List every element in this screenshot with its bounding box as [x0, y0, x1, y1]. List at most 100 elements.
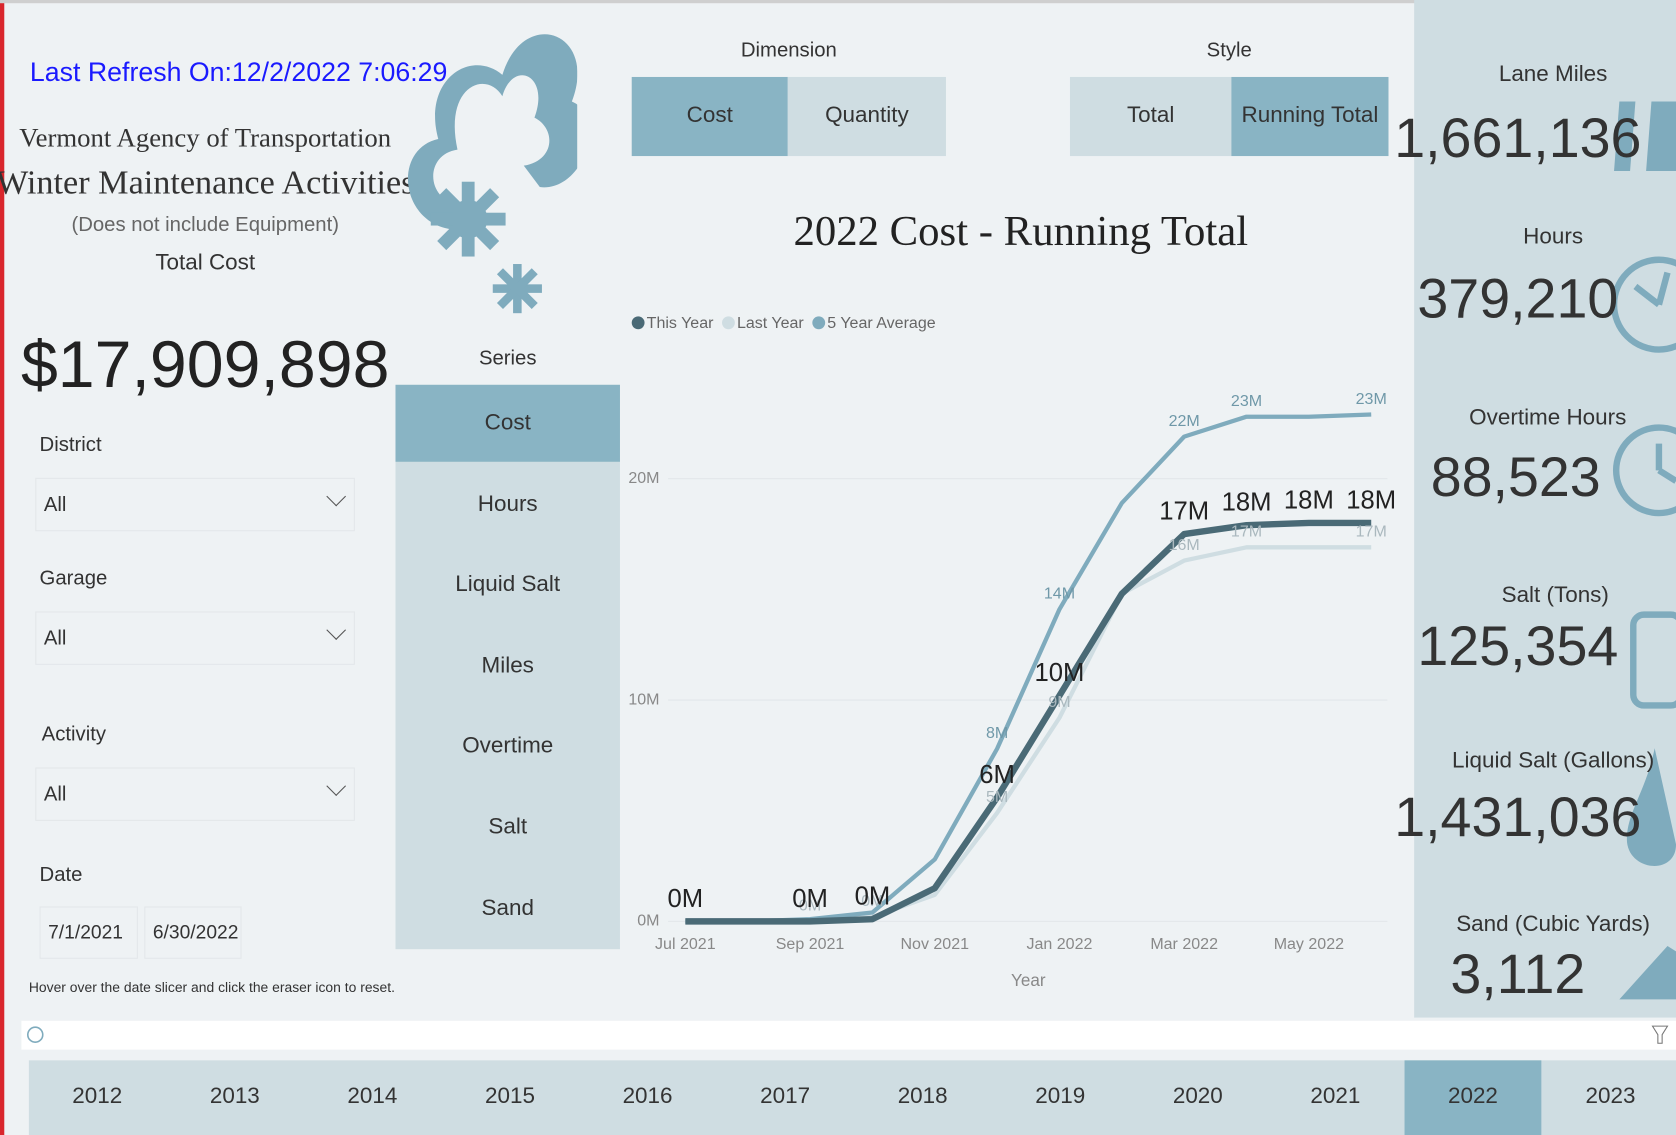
- dropdown[interactable]: All: [35, 477, 355, 532]
- year-option-text: 2019: [1035, 1083, 1086, 1109]
- date-label: Date: [39, 863, 83, 887]
- date-end-text: 6/30/2022: [152, 921, 239, 943]
- data-label: 17M: [1159, 497, 1209, 525]
- dimension-option[interactable]: Cost: [631, 76, 788, 157]
- x-tick-label: Mar 2022: [1150, 935, 1218, 953]
- style-option[interactable]: Running Total: [1231, 76, 1389, 157]
- style-option-text: Running Total: [1241, 102, 1379, 128]
- series-option-text: Salt: [488, 814, 528, 840]
- year-option-text: 2018: [897, 1083, 948, 1109]
- date-end[interactable]: 6/30/2022: [144, 906, 242, 959]
- year-option[interactable]: 2018: [854, 1060, 991, 1135]
- data-label: 22M: [1169, 412, 1200, 430]
- metric-label: Total Cost: [155, 250, 256, 275]
- year-option[interactable]: 2022: [1404, 1060, 1542, 1135]
- series-label: Series: [478, 347, 537, 370]
- year-option-text: 2013: [209, 1083, 260, 1109]
- year-option-text: 2014: [347, 1083, 398, 1109]
- kpi-value: 379,210: [1417, 268, 1619, 331]
- x-tick-label: May 2022: [1274, 935, 1344, 953]
- series-option[interactable]: Hours: [395, 466, 619, 543]
- x-tick-label: Nov 2021: [900, 935, 969, 953]
- series-option[interactable]: Liquid Salt: [395, 546, 619, 623]
- report-title: Winter Maintenance Activities: [0, 162, 415, 201]
- style-label: Style: [1206, 39, 1252, 62]
- top-edge: [0, 0, 1676, 4]
- weather-icon: [407, 34, 578, 314]
- data-label: 14M: [1044, 585, 1075, 603]
- dropdown-arrow: [326, 776, 346, 797]
- series-line: [685, 545, 1372, 924]
- data-label: 17M: [1231, 523, 1262, 541]
- dimension-label: Dimension: [740, 39, 837, 62]
- kpi-value: 1,431,036: [1394, 786, 1642, 849]
- year-option-text: 2021: [1310, 1083, 1361, 1109]
- metric-value: $17,909,898: [20, 328, 390, 402]
- year-option[interactable]: 2015: [442, 1060, 579, 1135]
- series-option[interactable]: Overtime: [395, 708, 619, 785]
- year-option[interactable]: 2017: [717, 1060, 854, 1135]
- data-label: 0M: [668, 885, 704, 913]
- series-option[interactable]: Cost: [395, 384, 620, 462]
- year-option[interactable]: 2020: [1129, 1060, 1266, 1135]
- kpi-value: 125,354: [1417, 615, 1619, 678]
- series-line: [685, 519, 1372, 925]
- dropdown-value: All: [43, 627, 67, 650]
- dropdown-arrow: [326, 620, 346, 640]
- series-option-text: Cost: [484, 410, 531, 436]
- legend-label: Last Year: [737, 314, 804, 332]
- info-bar: [21, 1020, 1676, 1050]
- chart-title: 2022 Cost - Running Total: [793, 208, 1248, 255]
- dimension-option-text: Quantity: [825, 102, 909, 128]
- dropdown[interactable]: All: [35, 767, 355, 821]
- dropdown-value: All: [43, 783, 67, 806]
- data-label: 23M: [1356, 390, 1387, 408]
- filter-label: District: [39, 433, 102, 457]
- year-option[interactable]: 2016: [579, 1060, 716, 1135]
- year-option[interactable]: 2021: [1267, 1060, 1404, 1135]
- date-start[interactable]: 7/1/2021: [39, 906, 138, 959]
- data-label: 8M: [986, 724, 1008, 742]
- series-option[interactable]: Salt: [395, 789, 619, 866]
- y-tick-label: 0M: [637, 912, 659, 930]
- dropdown[interactable]: All: [35, 611, 355, 665]
- series-panel: [395, 384, 620, 950]
- data-label: 18M: [1284, 486, 1334, 514]
- series-option[interactable]: Sand: [395, 870, 619, 947]
- note: (Does not include Equipment): [71, 213, 340, 237]
- year-option[interactable]: 2019: [992, 1060, 1129, 1135]
- year-option[interactable]: 2013: [166, 1060, 303, 1135]
- dimension-option-text: Cost: [686, 102, 733, 128]
- refresh: Last Refresh On:12/2/2022 7:06:29 ...: [29, 57, 478, 88]
- kpi-label: Salt (Tons): [1501, 582, 1609, 608]
- kpi-value: 88,523: [1430, 446, 1601, 509]
- dimension-option[interactable]: Quantity: [787, 76, 946, 157]
- style-option[interactable]: Total: [1069, 76, 1232, 157]
- series-option-text: Miles: [481, 652, 534, 678]
- kpi-label: Lane Miles: [1498, 61, 1608, 87]
- data-label: 0M: [792, 885, 828, 913]
- year-option[interactable]: 2012: [29, 1060, 166, 1135]
- x-tick-label: Jul 2021: [655, 935, 716, 953]
- x-tick-label: Sep 2021: [776, 935, 845, 953]
- series-option-text: Overtime: [462, 733, 554, 759]
- year-bar: [28, 1060, 1676, 1135]
- data-label: 5M: [986, 788, 1008, 806]
- style-option-text: Total: [1126, 102, 1175, 128]
- x-tick-label: Jan 2022: [1027, 935, 1093, 953]
- dropdown-arrow: [326, 486, 346, 507]
- year-option[interactable]: 2023: [1542, 1060, 1676, 1135]
- kpi-label: Overtime Hours: [1469, 405, 1627, 430]
- series-option-text: Liquid Salt: [455, 572, 561, 597]
- legend-label: 5 Year Average: [827, 314, 935, 332]
- data-label: 23M: [1231, 392, 1262, 410]
- data-label: 18M: [1222, 489, 1272, 517]
- filter-label: Activity: [41, 723, 107, 747]
- year-option[interactable]: 2014: [304, 1060, 441, 1135]
- series-option-text: Hours: [477, 491, 538, 516]
- year-option-text: 2016: [622, 1083, 673, 1109]
- series-option[interactable]: Miles: [395, 627, 619, 704]
- legend-marker: [631, 316, 645, 330]
- data-label: 6M: [979, 761, 1015, 789]
- legend-marker: [722, 316, 735, 330]
